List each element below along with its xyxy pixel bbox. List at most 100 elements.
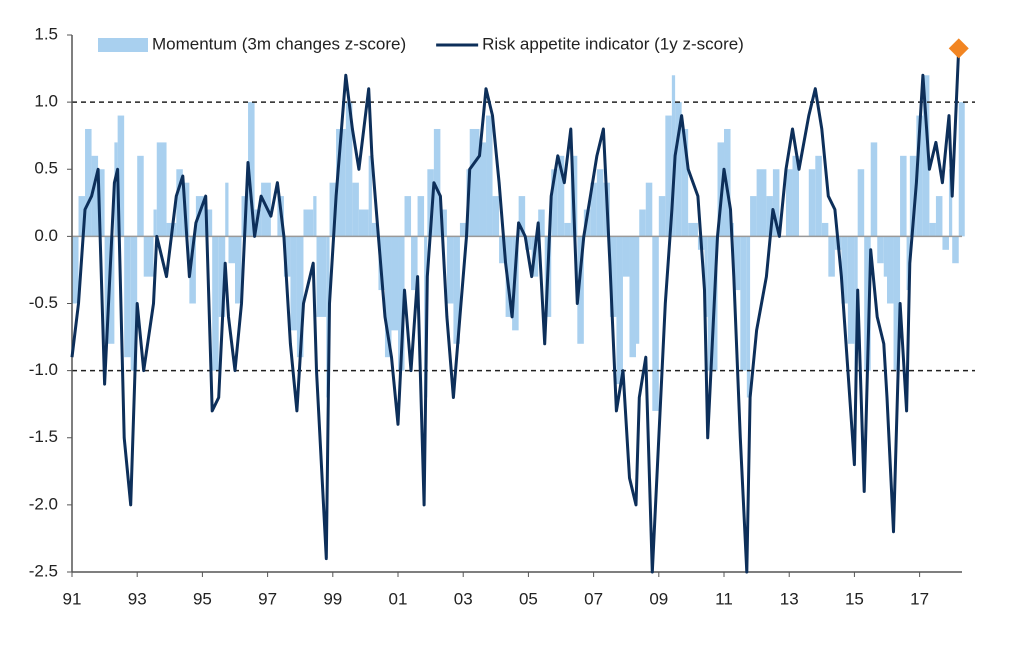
x-tick-label: 01 bbox=[389, 589, 408, 608]
momentum-bar bbox=[551, 169, 558, 237]
momentum-bar bbox=[906, 236, 910, 291]
momentum-bar bbox=[72, 236, 79, 304]
momentum-bar bbox=[499, 236, 506, 264]
momentum-bar bbox=[883, 236, 888, 277]
momentum-bar bbox=[958, 102, 965, 237]
momentum-bar bbox=[821, 222, 829, 237]
y-tick-label: -2.0 bbox=[29, 494, 58, 513]
momentum-bar bbox=[577, 236, 584, 344]
momentum-bar bbox=[652, 236, 659, 411]
momentum-bar bbox=[505, 236, 513, 317]
momentum-bar bbox=[750, 196, 757, 237]
y-tick-label: 1.0 bbox=[34, 92, 58, 111]
x-tick-label: 05 bbox=[519, 589, 538, 608]
momentum-bar bbox=[671, 75, 676, 237]
momentum-bar bbox=[935, 196, 943, 237]
x-tick-label: 17 bbox=[910, 589, 929, 608]
momentum-bar bbox=[235, 236, 242, 304]
momentum-bar bbox=[469, 128, 480, 237]
momentum-bar bbox=[303, 209, 314, 237]
momentum-bar bbox=[909, 155, 917, 237]
momentum-bar bbox=[864, 236, 871, 371]
momentum-bar bbox=[704, 236, 708, 317]
momentum-bar bbox=[733, 236, 741, 291]
momentum-bar bbox=[675, 102, 682, 237]
momentum-bar bbox=[746, 236, 751, 398]
legend-label: Momentum (3m changes z-score) bbox=[152, 34, 406, 53]
momentum-bar bbox=[785, 169, 793, 237]
x-tick-label: 93 bbox=[128, 589, 147, 608]
momentum-bar bbox=[153, 209, 157, 237]
momentum-bar bbox=[616, 236, 623, 385]
momentum-bar bbox=[228, 236, 236, 264]
x-tick-label: 03 bbox=[454, 589, 473, 608]
x-tick-label: 07 bbox=[584, 589, 603, 608]
momentum-bar bbox=[85, 128, 92, 237]
latest-marker bbox=[948, 38, 969, 59]
momentum-bar bbox=[538, 209, 545, 237]
y-tick-label: 1.5 bbox=[34, 24, 58, 43]
legend-swatch bbox=[98, 38, 148, 52]
x-tick-label: 99 bbox=[323, 589, 342, 608]
momentum-bar bbox=[665, 115, 672, 237]
momentum-bar bbox=[808, 169, 816, 237]
momentum-bar bbox=[645, 182, 653, 237]
momentum-bar bbox=[398, 236, 405, 371]
momentum-bar bbox=[518, 196, 526, 237]
momentum-bar bbox=[453, 236, 460, 344]
momentum-bar bbox=[404, 196, 412, 237]
momentum-bar bbox=[707, 236, 718, 371]
momentum-bar bbox=[156, 142, 167, 237]
momentum-bar bbox=[847, 236, 855, 344]
x-tick-label: 95 bbox=[193, 589, 212, 608]
momentum-bar bbox=[261, 182, 271, 237]
momentum-bar bbox=[345, 102, 353, 237]
momentum-bar bbox=[658, 196, 666, 237]
momentum-bar bbox=[841, 236, 848, 304]
momentum-bar bbox=[433, 128, 441, 237]
y-tick-label: -0.5 bbox=[29, 293, 58, 312]
momentum-bar bbox=[459, 222, 467, 237]
momentum-bar bbox=[596, 169, 604, 237]
momentum-bar bbox=[900, 155, 907, 237]
momentum-bar bbox=[525, 236, 532, 250]
momentum-bar bbox=[427, 169, 434, 237]
momentum-bar bbox=[590, 182, 597, 237]
momentum-bar bbox=[766, 196, 773, 237]
momentum-bar bbox=[948, 169, 953, 237]
momentum-bar bbox=[195, 196, 206, 237]
x-tick-label: 91 bbox=[63, 589, 82, 608]
y-tick-label: 0.0 bbox=[34, 226, 58, 245]
x-tick-label: 15 bbox=[845, 589, 864, 608]
momentum-bar bbox=[205, 209, 213, 237]
momentum-bar bbox=[225, 182, 229, 237]
momentum-bar bbox=[117, 115, 125, 237]
momentum-bar bbox=[176, 169, 183, 237]
momentum-bar bbox=[681, 128, 689, 237]
momentum-bar bbox=[313, 196, 317, 237]
momentum-bar bbox=[486, 115, 493, 237]
x-tick-label: 97 bbox=[258, 589, 277, 608]
momentum-bar bbox=[479, 142, 487, 237]
momentum-bar bbox=[114, 142, 118, 237]
momentum-bar bbox=[248, 102, 255, 237]
momentum-bar bbox=[143, 236, 154, 277]
momentum-bar bbox=[557, 155, 565, 237]
momentum-bar bbox=[91, 155, 99, 237]
momentum-bar bbox=[622, 236, 630, 277]
momentum-bar bbox=[358, 209, 369, 237]
momentum-bar bbox=[870, 142, 878, 237]
momentum-bar bbox=[815, 155, 822, 237]
momentum-bar bbox=[740, 236, 747, 371]
momentum-bar bbox=[137, 155, 144, 237]
momentum-bar bbox=[792, 155, 799, 237]
momentum-bar bbox=[887, 236, 894, 304]
x-tick-label: 11 bbox=[715, 589, 733, 608]
momentum-bar bbox=[290, 236, 297, 331]
momentum-bar bbox=[929, 222, 936, 237]
momentum-bar bbox=[446, 236, 454, 304]
momentum-bar bbox=[629, 236, 636, 358]
momentum-bar bbox=[368, 155, 372, 237]
momentum-bar bbox=[371, 222, 379, 237]
